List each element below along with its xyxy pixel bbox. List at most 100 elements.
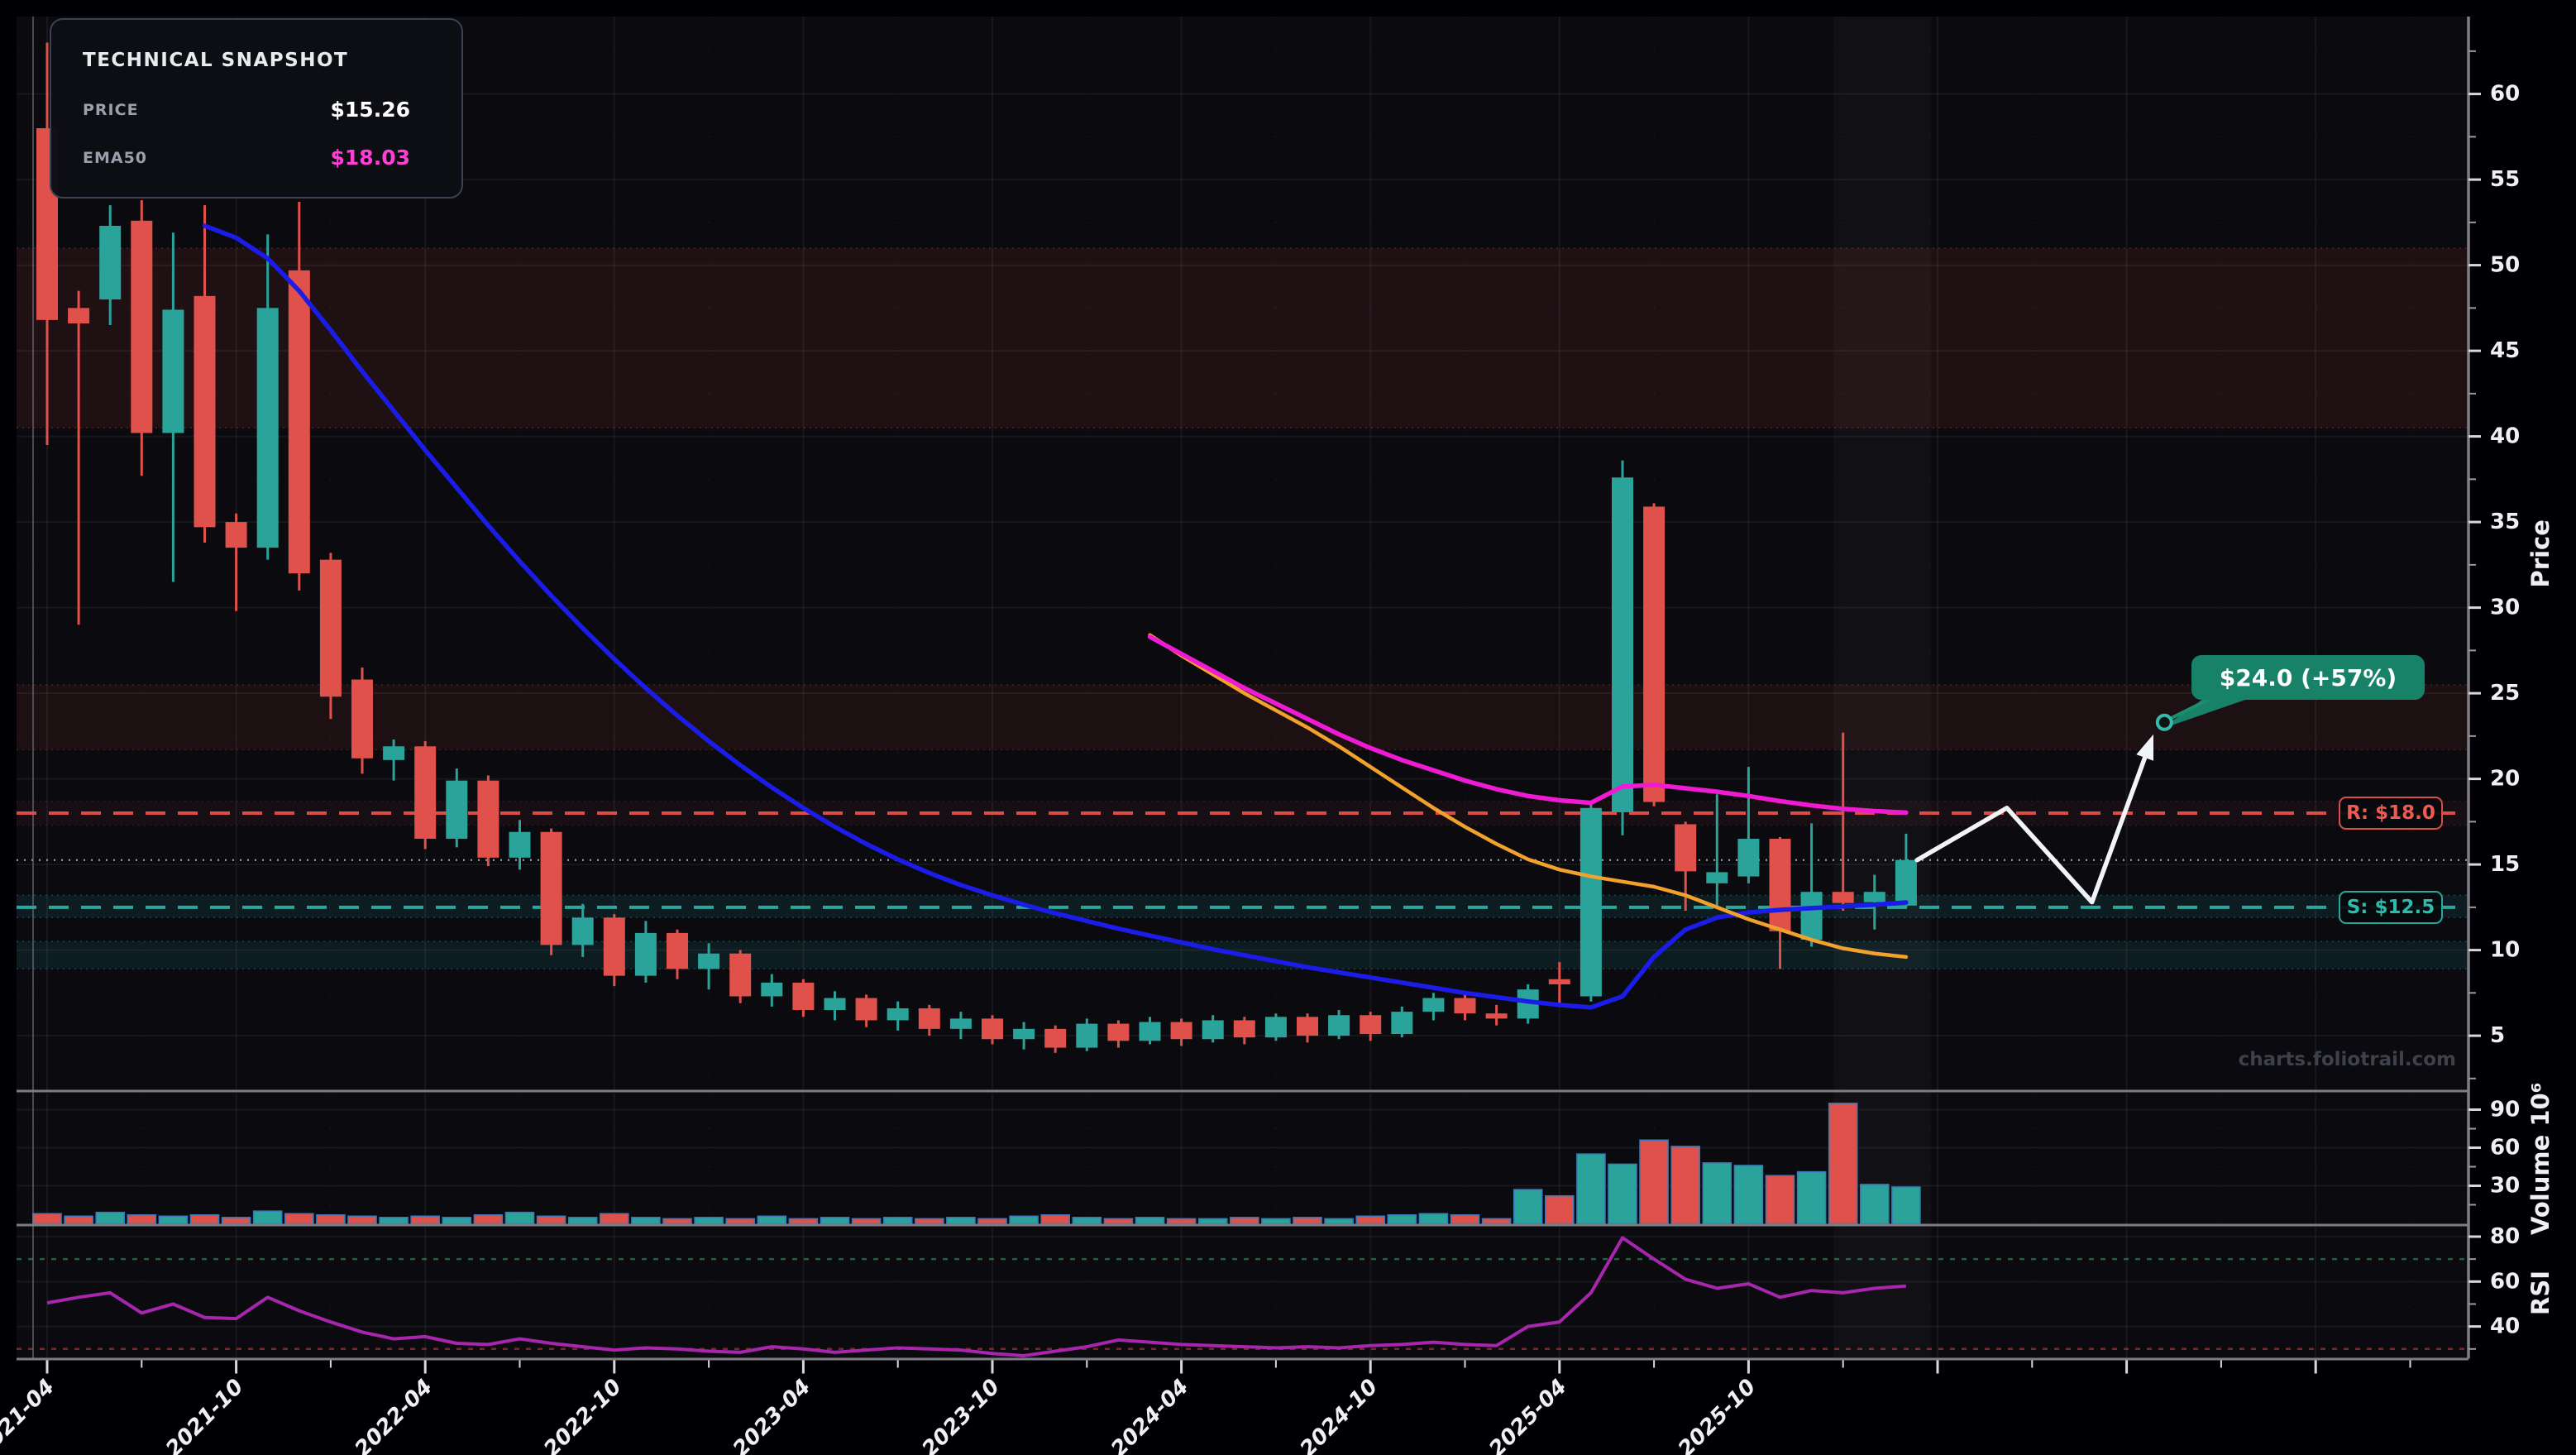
candle-17[interactable] xyxy=(571,903,594,957)
volume-bar-27[interactable] xyxy=(882,1217,913,1225)
volume-bar-52[interactable] xyxy=(1670,1146,1700,1225)
candle-16[interactable] xyxy=(540,828,562,955)
volume-bar-12[interactable] xyxy=(410,1215,441,1225)
volume-bar-41[interactable] xyxy=(1324,1218,1354,1225)
volume-bar-32[interactable] xyxy=(1040,1213,1070,1225)
candle-42[interactable] xyxy=(1360,1012,1382,1041)
candle-5[interactable] xyxy=(194,205,216,543)
candle-51[interactable] xyxy=(1643,503,1666,806)
volume-bar-13[interactable] xyxy=(442,1217,472,1225)
volume-bar-58[interactable] xyxy=(1860,1184,1890,1225)
candle-28[interactable] xyxy=(918,1004,940,1036)
candle-21[interactable] xyxy=(698,943,720,990)
candle-29[interactable] xyxy=(949,1012,972,1040)
candle-32[interactable] xyxy=(1044,1025,1067,1053)
candle-56[interactable] xyxy=(1800,823,1823,947)
volume-bar-10[interactable] xyxy=(347,1215,377,1225)
candle-46[interactable] xyxy=(1485,1004,1508,1026)
candle-7[interactable] xyxy=(256,234,279,560)
candle-6[interactable] xyxy=(225,513,247,611)
volume-bar-55[interactable] xyxy=(1765,1175,1795,1225)
candle-36[interactable] xyxy=(1170,1018,1192,1046)
candle-24[interactable] xyxy=(792,979,815,1017)
candle-34[interactable] xyxy=(1107,1020,1130,1048)
volume-bar-28[interactable] xyxy=(915,1218,944,1225)
volume-bar-18[interactable] xyxy=(599,1213,629,1225)
candle-20[interactable] xyxy=(667,929,688,979)
volume-bar-22[interactable] xyxy=(725,1218,756,1225)
candle-8[interactable] xyxy=(288,202,310,591)
candle-57[interactable] xyxy=(1832,732,1854,911)
candle-25[interactable] xyxy=(824,991,846,1021)
candle-23[interactable] xyxy=(761,974,783,1007)
volume-bar-31[interactable] xyxy=(1009,1215,1039,1225)
volume-bar-3[interactable] xyxy=(127,1213,157,1225)
candle-10[interactable] xyxy=(351,668,373,774)
volume-bar-57[interactable] xyxy=(1828,1103,1858,1225)
candle-54[interactable] xyxy=(1737,767,1760,883)
candle-2[interactable] xyxy=(99,205,122,326)
volume-bar-46[interactable] xyxy=(1481,1218,1512,1225)
volume-bar-20[interactable] xyxy=(662,1218,692,1225)
volume-bar-47[interactable] xyxy=(1513,1189,1543,1225)
volume-bar-1[interactable] xyxy=(64,1215,93,1225)
volume-bar-11[interactable] xyxy=(379,1217,409,1225)
candle-35[interactable] xyxy=(1139,1017,1161,1045)
target-dot[interactable] xyxy=(2155,713,2173,731)
volume-bar-17[interactable] xyxy=(567,1217,598,1225)
volume-bar-14[interactable] xyxy=(473,1213,504,1225)
candle-19[interactable] xyxy=(634,921,657,983)
volume-bar-36[interactable] xyxy=(1166,1218,1197,1225)
candle-49[interactable] xyxy=(1580,801,1602,1002)
volume-bar-37[interactable] xyxy=(1197,1218,1228,1225)
volume-bar-23[interactable] xyxy=(757,1215,787,1225)
volume-bar-39[interactable] xyxy=(1261,1218,1291,1225)
volume-bar-38[interactable] xyxy=(1230,1217,1259,1225)
candle-50[interactable] xyxy=(1612,460,1633,835)
candle-37[interactable] xyxy=(1202,1015,1224,1043)
volume-bar-43[interactable] xyxy=(1387,1213,1417,1225)
volume-bar-21[interactable] xyxy=(694,1217,724,1225)
candle-31[interactable] xyxy=(1013,1022,1035,1050)
candle-44[interactable] xyxy=(1422,993,1445,1021)
volume-bar-30[interactable] xyxy=(977,1218,1007,1225)
volume-bar-8[interactable] xyxy=(284,1213,314,1225)
candle-26[interactable] xyxy=(855,994,877,1027)
volume-bar-40[interactable] xyxy=(1293,1217,1322,1225)
volume-bar-49[interactable] xyxy=(1576,1153,1606,1225)
volume-bar-5[interactable] xyxy=(189,1213,220,1225)
candle-9[interactable] xyxy=(319,553,342,720)
volume-bar-35[interactable] xyxy=(1135,1217,1165,1225)
candle-3[interactable] xyxy=(131,199,153,476)
volume-bar-29[interactable] xyxy=(946,1217,976,1225)
support-level-tag[interactable]: S: $12.5 xyxy=(2339,891,2443,924)
candle-18[interactable] xyxy=(603,914,625,987)
candle-12[interactable] xyxy=(414,741,437,850)
volume-bar-34[interactable] xyxy=(1103,1218,1134,1225)
volume-bar-51[interactable] xyxy=(1639,1139,1669,1225)
volume-bar-42[interactable] xyxy=(1355,1215,1385,1225)
volume-bar-50[interactable] xyxy=(1608,1163,1637,1225)
volume-bar-25[interactable] xyxy=(820,1217,850,1225)
candle-22[interactable] xyxy=(729,950,752,1003)
volume-bar-59[interactable] xyxy=(1891,1186,1921,1225)
volume-bar-15[interactable] xyxy=(504,1211,535,1225)
candle-58[interactable] xyxy=(1863,874,1885,930)
candle-11[interactable] xyxy=(383,739,405,781)
volume-bar-44[interactable] xyxy=(1418,1213,1449,1225)
volume-bar-26[interactable] xyxy=(851,1218,882,1225)
volume-bar-33[interactable] xyxy=(1072,1217,1102,1225)
candle-14[interactable] xyxy=(477,775,499,867)
volume-bar-53[interactable] xyxy=(1702,1162,1732,1225)
resistance-level-tag[interactable]: R: $18.0 xyxy=(2339,797,2443,830)
volume-bar-56[interactable] xyxy=(1796,1170,1827,1225)
candle-30[interactable] xyxy=(982,1015,1003,1045)
candle-40[interactable] xyxy=(1297,1013,1318,1043)
volume-bar-4[interactable] xyxy=(158,1215,189,1225)
volume-bar-24[interactable] xyxy=(788,1218,819,1225)
candle-38[interactable] xyxy=(1233,1017,1255,1045)
candle-13[interactable] xyxy=(446,768,468,848)
volume-bar-54[interactable] xyxy=(1733,1165,1764,1225)
volume-bar-48[interactable] xyxy=(1545,1194,1575,1225)
